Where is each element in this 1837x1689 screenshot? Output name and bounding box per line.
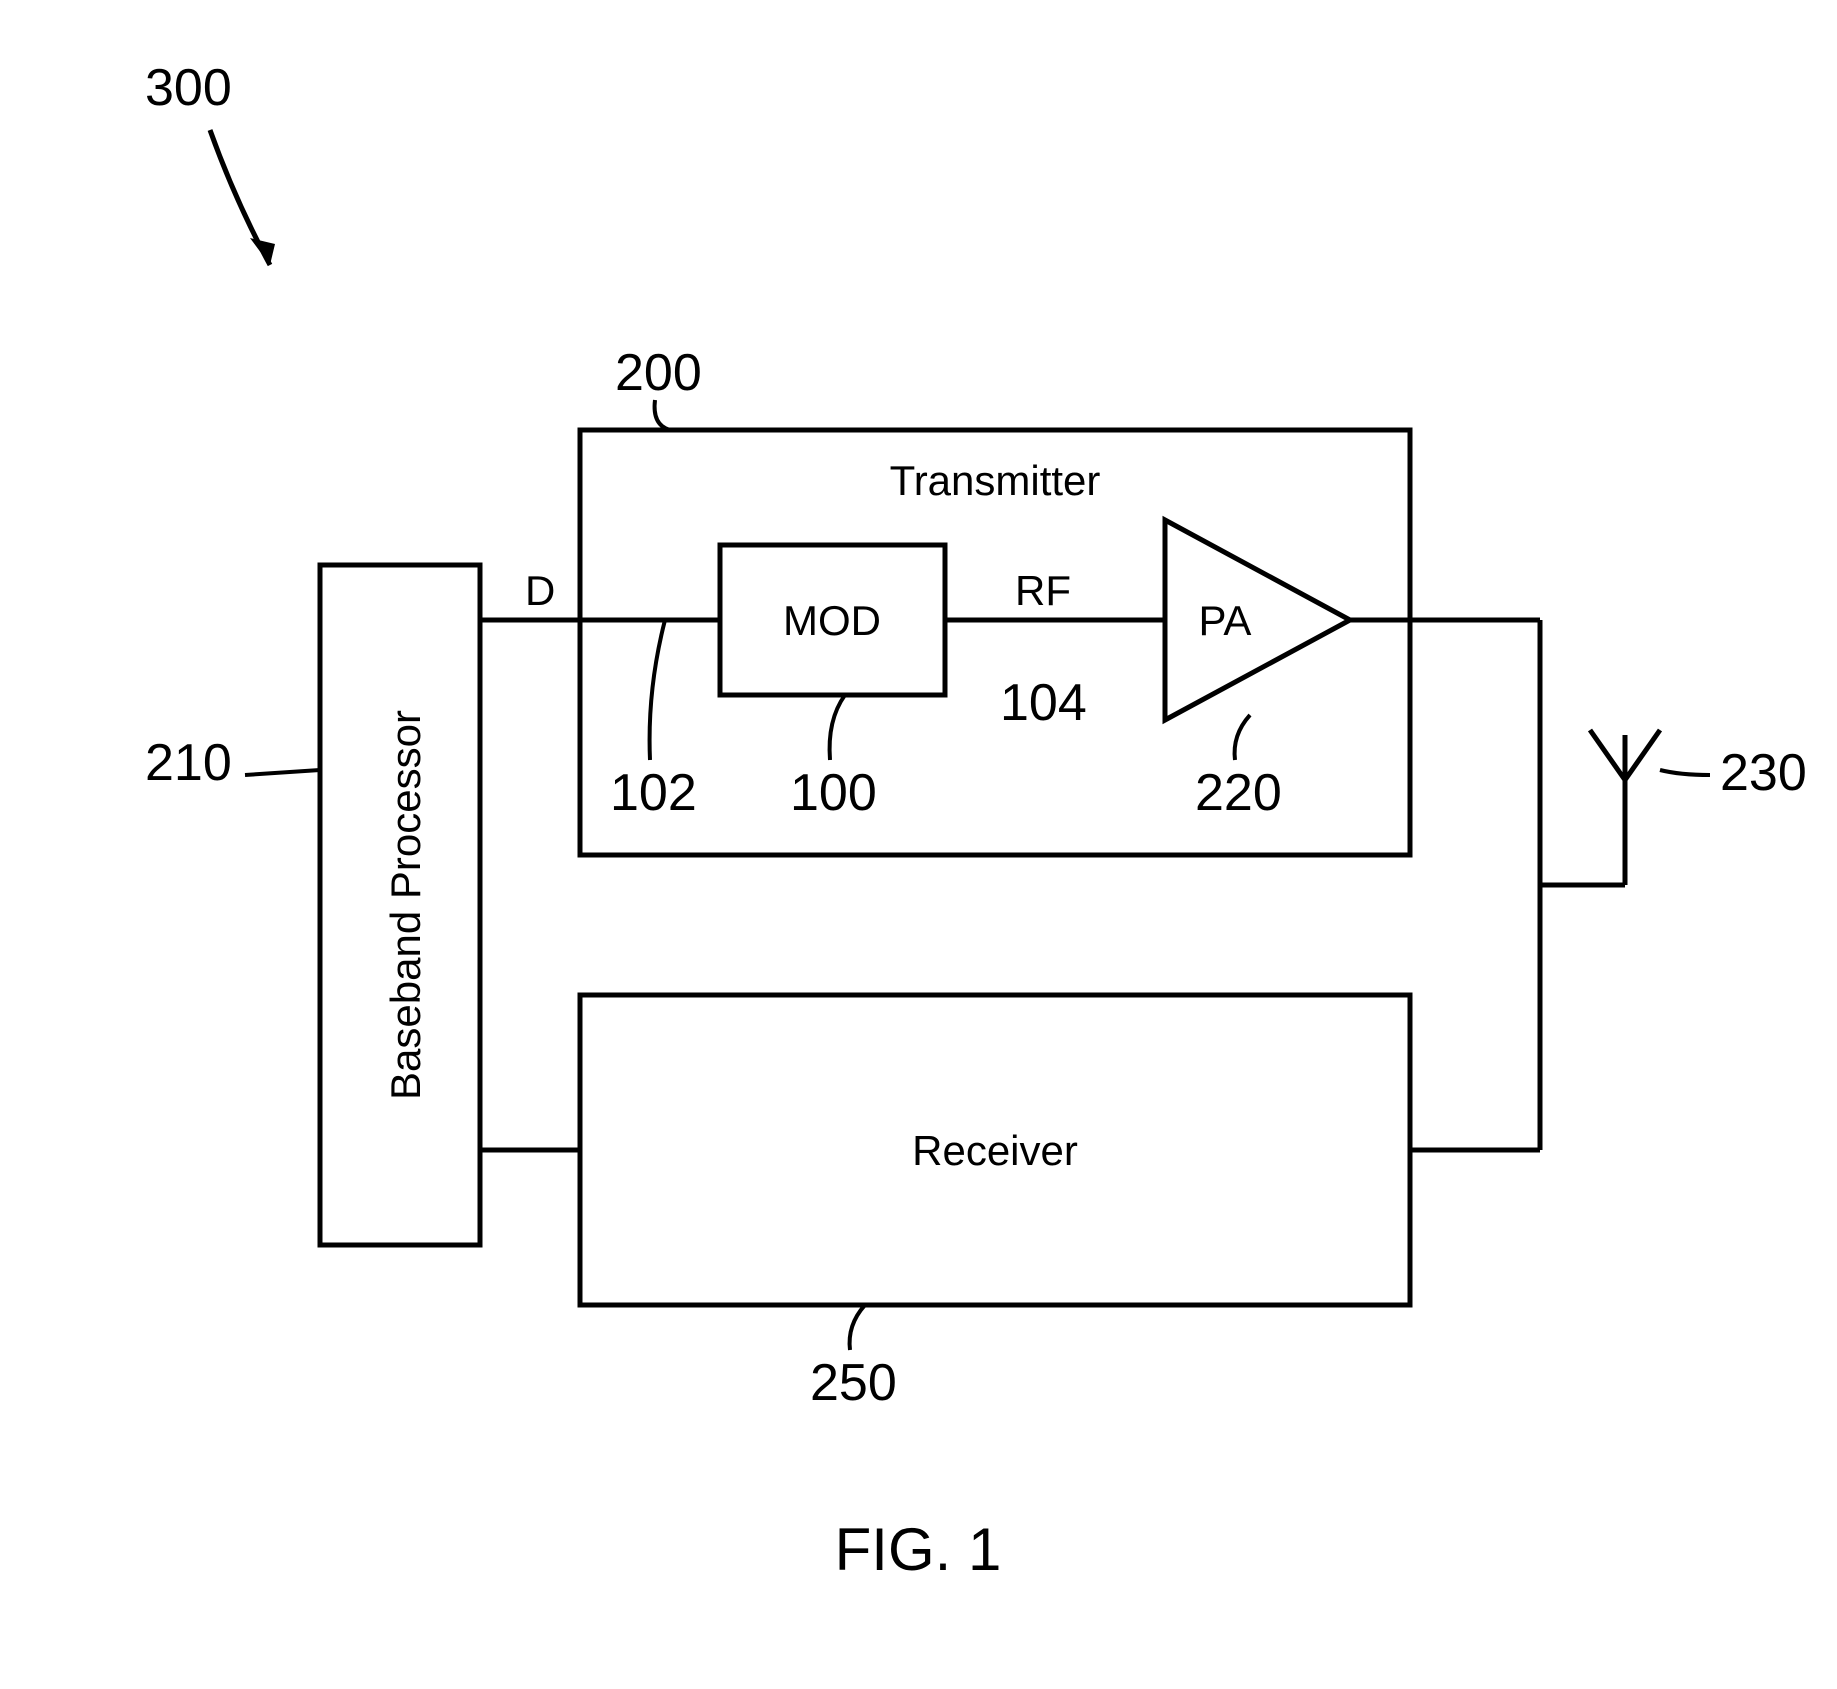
- ref-200-leader: [655, 400, 670, 430]
- ref-220-leader: [1235, 715, 1250, 760]
- ref-210-leader: [245, 770, 320, 775]
- ref-250-leader: [850, 1305, 865, 1350]
- transmitter-label: Transmitter: [890, 457, 1101, 504]
- ref-230: 230: [1720, 744, 1807, 802]
- ref-100: 100: [790, 764, 877, 822]
- receiver-label: Receiver: [912, 1127, 1078, 1174]
- baseband-processor-label: Baseband Processor: [382, 710, 429, 1100]
- ref-102-leader: [650, 620, 665, 760]
- signal-d-label: D: [525, 567, 555, 614]
- ref-100-leader: [830, 695, 845, 760]
- antenna-arm-left: [1590, 730, 1625, 780]
- ref-300-arrowhead: [250, 238, 275, 265]
- signal-rf-label: RF: [1015, 567, 1071, 614]
- ref-102: 102: [610, 764, 697, 822]
- ref-104: 104: [1000, 674, 1087, 732]
- ref-200: 200: [615, 344, 702, 402]
- ref-220: 220: [1195, 764, 1282, 822]
- pa-label: PA: [1199, 597, 1252, 644]
- pa-amplifier: [1165, 520, 1350, 720]
- ref-300: 300: [145, 59, 232, 117]
- figure-caption: FIG. 1: [835, 1516, 1002, 1583]
- ref-210: 210: [145, 734, 232, 792]
- ref-230-leader: [1660, 770, 1710, 775]
- antenna-arm-right: [1625, 730, 1660, 780]
- ref-250: 250: [810, 1354, 897, 1412]
- mod-label: MOD: [783, 597, 881, 644]
